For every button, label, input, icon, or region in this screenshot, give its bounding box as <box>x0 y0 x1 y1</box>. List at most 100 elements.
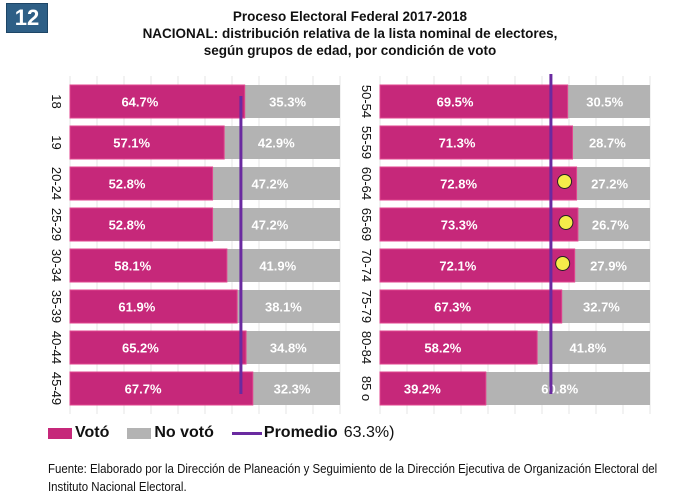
data-label-no-voto: 32.3% <box>274 382 311 397</box>
bar-voto <box>69 289 238 324</box>
bar-no-voto <box>252 372 340 405</box>
data-label-no-voto: 30.5% <box>586 95 623 110</box>
category-label: 55-59 <box>359 126 374 159</box>
legend-promedio-value: 63.3%) <box>343 424 395 441</box>
bar-no-voto <box>244 85 340 118</box>
data-label-voto: 72.8% <box>440 177 477 192</box>
legend-label-no-voto: No votó <box>154 424 214 441</box>
data-label-no-voto: 42.9% <box>258 136 295 151</box>
category-label: 25-29 <box>49 208 64 241</box>
category-label: 40-44 <box>49 331 64 364</box>
bar-no-voto <box>561 290 650 323</box>
category-label: 70-74 <box>359 249 374 282</box>
bar-no-voto <box>577 208 650 241</box>
bar-no-voto <box>537 331 650 364</box>
data-label-voto: 67.7% <box>125 382 162 397</box>
highlight-marker <box>555 256 571 271</box>
category-label: 60-64 <box>359 167 374 200</box>
legend-label-promedio: Promedio <box>263 424 338 441</box>
data-label-voto: 58.1% <box>114 259 151 274</box>
data-label-voto: 67.3% <box>434 300 471 315</box>
data-label-voto: 52.8% <box>109 177 146 192</box>
legend-item-voto: Votó <box>48 424 109 442</box>
bar-voto <box>379 84 569 119</box>
data-label-no-voto: 47.2% <box>251 177 288 192</box>
bar-no-voto <box>212 167 340 200</box>
category-label: 85 o <box>359 376 374 401</box>
panel-2: 69.5% 30.5% 50-54 71.3% 28.7% 55-59 72.8% 27.2%… <box>359 74 651 414</box>
bar-voto <box>379 371 487 406</box>
bar-voto <box>379 125 574 160</box>
data-label-no-voto: 26.7% <box>592 218 629 233</box>
bar-no-voto <box>212 208 340 241</box>
data-label-no-voto: 27.2% <box>591 177 628 192</box>
bar-no-voto <box>485 372 650 405</box>
legend-item-promedio: Promedio <box>231 424 338 442</box>
highlight-marker <box>558 215 574 230</box>
category-label: 75-79 <box>359 290 374 323</box>
bar-no-voto <box>226 249 340 282</box>
bar-voto <box>69 207 214 242</box>
legend-label-voto: Votó <box>75 424 110 441</box>
data-label-voto: 52.8% <box>109 218 146 233</box>
bar-voto <box>69 248 228 283</box>
title-line-1: Proceso Electoral Federal 2017-2018 <box>232 9 468 24</box>
data-label-voto: 72.1% <box>439 259 476 274</box>
data-label-no-voto: 32.7% <box>583 300 620 315</box>
data-label-no-voto: 27.9% <box>590 259 627 274</box>
data-label-voto: 61.9% <box>118 300 155 315</box>
highlight-marker <box>557 174 573 189</box>
bar-no-voto <box>224 126 340 159</box>
category-label: 80-84 <box>359 331 374 364</box>
bar-voto <box>69 125 225 160</box>
category-label: 20-24 <box>49 167 64 200</box>
bar-voto <box>379 166 578 201</box>
legend-swatch-voto <box>48 427 72 439</box>
bar-no-voto <box>237 290 340 323</box>
category-label: 45-49 <box>49 372 64 405</box>
legend: Votó No votó Promedio 63.3%) <box>48 424 394 442</box>
data-label-voto: 71.3% <box>439 136 476 151</box>
bar-voto <box>69 166 214 201</box>
panel-1: 64.7% 35.3% 18 57.1% 42.9% 19 52.8% 47.2% 20-24 5… <box>49 76 341 414</box>
data-label-voto: 57.1% <box>113 136 150 151</box>
bar-no-voto <box>246 331 340 364</box>
data-label-no-voto: 47.2% <box>251 218 288 233</box>
data-label-no-voto: 41.9% <box>259 259 296 274</box>
bar-no-voto <box>574 249 650 282</box>
data-label-voto: 58.2% <box>424 341 461 356</box>
bar-voto <box>69 84 246 119</box>
data-label-no-voto: 60.8% <box>541 382 578 397</box>
data-label-no-voto: 34.8% <box>270 341 307 356</box>
bar-no-voto <box>567 85 650 118</box>
data-label-no-voto: 41.8% <box>569 341 606 356</box>
legend-item-no-voto: No votó <box>127 424 214 442</box>
category-label: 65-69 <box>359 208 374 241</box>
data-label-voto: 65.2% <box>122 341 159 356</box>
title-line-3: según grupos de edad, por condición de v… <box>203 43 497 58</box>
data-label-voto: 64.7% <box>121 95 158 110</box>
bar-voto <box>379 289 563 324</box>
category-label: 35-39 <box>49 290 64 323</box>
data-label-voto: 39.2% <box>404 382 441 397</box>
category-label: 50-54 <box>359 85 374 118</box>
chart-title: Proceso Electoral Federal 2017-2018 NACI… <box>0 8 700 59</box>
data-label-no-voto: 38.1% <box>265 300 302 315</box>
data-label-no-voto: 35.3% <box>269 95 306 110</box>
category-label: 30-34 <box>49 249 64 282</box>
source-note: Fuente: Elaborado por la Dirección de Pl… <box>48 461 658 494</box>
bar-voto <box>69 371 254 406</box>
bar-no-voto <box>572 126 650 159</box>
data-label-voto: 73.3% <box>441 218 478 233</box>
data-label-no-voto: 28.7% <box>589 136 626 151</box>
data-label-voto: 69.5% <box>437 95 474 110</box>
category-label: 19 <box>49 135 64 149</box>
bar-voto <box>379 248 576 283</box>
legend-swatch-no-voto <box>127 427 152 439</box>
bar-voto <box>379 330 538 365</box>
legend-line-promedio <box>231 431 262 435</box>
bar-no-voto <box>576 167 650 200</box>
category-label: 18 <box>49 94 64 108</box>
